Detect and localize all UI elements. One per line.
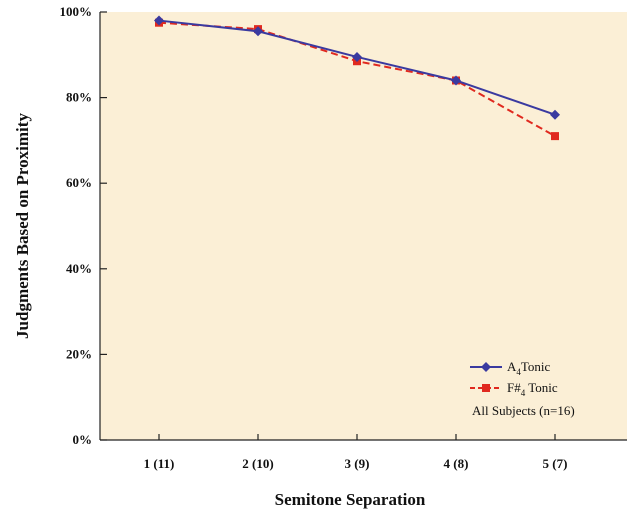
y-tick-label: 20% [66, 346, 92, 361]
data-point-a [352, 51, 362, 62]
legend-label-a-sub: 4 [516, 367, 521, 377]
x-axis: 1 (11) 2 (10) 3 (9) 4 (8) 5 (7) [100, 434, 627, 471]
legend-label-b-sub: 4 [521, 388, 526, 398]
x-tick-label: 3 (9) [345, 456, 370, 471]
x-tick-label: 4 (8) [444, 456, 469, 471]
x-tick-label: 2 (10) [242, 456, 273, 471]
data-point-b [551, 132, 559, 141]
legend-label-a-rest: Tonic [521, 359, 551, 374]
legend-label-b-rest: Tonic [525, 380, 558, 395]
legend-item-a-tonic: A4Tonic [470, 359, 551, 377]
y-tick-label: 40% [66, 261, 92, 276]
y-tick-label: 100% [60, 4, 93, 19]
data-point-a [451, 75, 461, 86]
y-axis-title: Judgments Based on Proximity [13, 113, 32, 339]
legend-marker-b [482, 384, 490, 392]
legend: A4Tonic F#4 Tonic All Subjects (n=16) [470, 359, 575, 418]
x-tick-label: 1 (11) [144, 456, 175, 471]
legend-marker-a [481, 362, 491, 372]
legend-label-a: A4Tonic [507, 359, 551, 377]
y-axis: 0% 20% 40% 60% 80% 100% [60, 4, 107, 447]
series-a [154, 15, 560, 120]
data-point-a [154, 15, 164, 26]
legend-annotation: All Subjects (n=16) [472, 403, 575, 418]
y-tick-label: 80% [66, 90, 92, 105]
legend-label-b: F#4 Tonic [507, 380, 558, 398]
data-point-a [253, 26, 263, 37]
x-axis-title: Semitone Separation [275, 490, 426, 509]
y-tick-label: 60% [66, 175, 92, 190]
x-tick-label: 5 (7) [543, 456, 568, 471]
legend-label-b-main: F# [507, 380, 521, 395]
plot-area [100, 12, 627, 440]
data-point-a [550, 109, 560, 120]
legend-item-fsharp-tonic: F#4 Tonic [470, 380, 558, 398]
series-lines [154, 15, 560, 141]
legend-label-a-main: A [507, 359, 517, 374]
y-tick-label: 0% [73, 432, 93, 447]
